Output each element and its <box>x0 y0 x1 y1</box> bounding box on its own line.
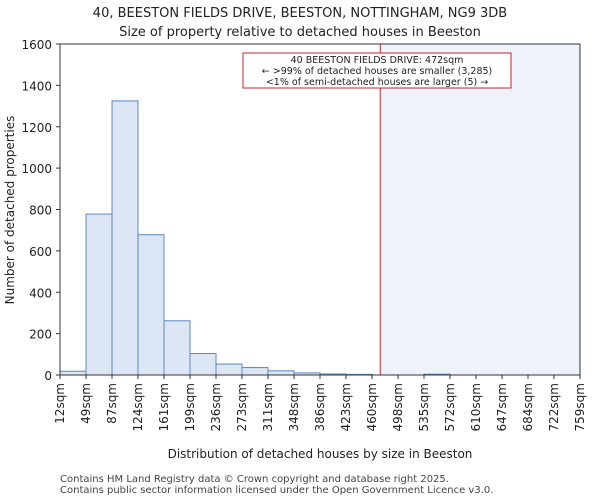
y-axis-label: Number of detached properties <box>3 116 17 305</box>
y-tick-label: 1000 <box>21 162 52 176</box>
bar-12sqm <box>59 370 87 376</box>
y-tick-label: 200 <box>29 328 52 342</box>
footer-attribution: Contains HM Land Registry data © Crown c… <box>60 474 493 496</box>
bar-49sqm <box>85 213 113 376</box>
bar-236sqm <box>215 363 243 376</box>
y-ticks-group: 0 200 400 600 800 1000 1200 1400 1600 <box>21 38 60 383</box>
shaded-region <box>380 44 580 375</box>
x-tick-label: 124sqm <box>131 383 145 431</box>
footer-line-1: Contains HM Land Registry data © Crown c… <box>60 474 449 485</box>
x-tick-label: 199sqm <box>183 383 197 431</box>
y-tick-label: 1200 <box>21 121 52 135</box>
x-axis-label: Distribution of detached houses by size … <box>168 447 473 461</box>
x-ticks-group: 12sqm 49sqm 87sqm 124sqm 161sqm 199sqm 236sqm 2… <box>53 375 587 431</box>
x-tick-label: 460sqm <box>365 383 379 431</box>
x-tick-label: 236sqm <box>209 383 223 431</box>
x-tick-label: 647sqm <box>495 383 509 431</box>
bar-87sqm <box>111 100 139 376</box>
annotation-box: 40 BEESTON FIELDS DRIVE: 472sqm ← >99% o… <box>242 52 512 89</box>
y-tick-label: 0 <box>44 369 52 383</box>
x-tick-label: 498sqm <box>391 383 405 431</box>
y-tick-label: 400 <box>29 286 52 300</box>
y-tick-label: 600 <box>29 245 52 259</box>
annotation-line-2: ← >99% of detached houses are smaller (3… <box>262 66 493 77</box>
x-tick-label: 87sqm <box>105 383 119 424</box>
x-tick-label: 572sqm <box>443 383 457 431</box>
x-tick-label: 161sqm <box>157 383 171 431</box>
chart-subtitle: Size of property relative to detached ho… <box>119 25 481 40</box>
x-tick-label: 684sqm <box>521 383 535 431</box>
x-tick-label: 12sqm <box>53 383 67 424</box>
bar-199sqm <box>189 352 217 376</box>
y-tick-label: 800 <box>29 204 52 218</box>
y-tick-label: 1600 <box>21 38 52 52</box>
chart-title: 40, BEESTON FIELDS DRIVE, BEESTON, NOTTI… <box>92 6 508 21</box>
x-tick-label: 348sqm <box>287 383 301 431</box>
x-tick-label: 49sqm <box>79 383 93 424</box>
bar-161sqm <box>163 320 191 376</box>
bar-124sqm <box>137 234 165 376</box>
bar-311sqm <box>267 370 295 376</box>
y-tick-label: 1400 <box>21 79 52 93</box>
x-tick-label: 273sqm <box>235 383 249 431</box>
x-tick-label: 311sqm <box>261 383 275 431</box>
x-tick-label: 722sqm <box>547 383 561 431</box>
bar-273sqm <box>241 367 269 376</box>
footer-line-2: Contains public sector information licen… <box>60 485 494 496</box>
annotation-line-3: <1% of semi-detached houses are larger (… <box>266 77 488 88</box>
x-tick-label: 386sqm <box>313 383 327 431</box>
chart-title-block: 40, BEESTON FIELDS DRIVE, BEESTON, NOTTI… <box>0 4 600 42</box>
x-tick-label: 610sqm <box>469 383 483 431</box>
annotation-frame <box>242 52 512 89</box>
x-tick-label: 535sqm <box>417 383 431 431</box>
x-tick-label: 759sqm <box>573 383 587 431</box>
bars-group <box>59 100 451 376</box>
x-tick-label: 423sqm <box>339 383 353 431</box>
annotation-line-1: 40 BEESTON FIELDS DRIVE: 472sqm <box>291 55 464 66</box>
